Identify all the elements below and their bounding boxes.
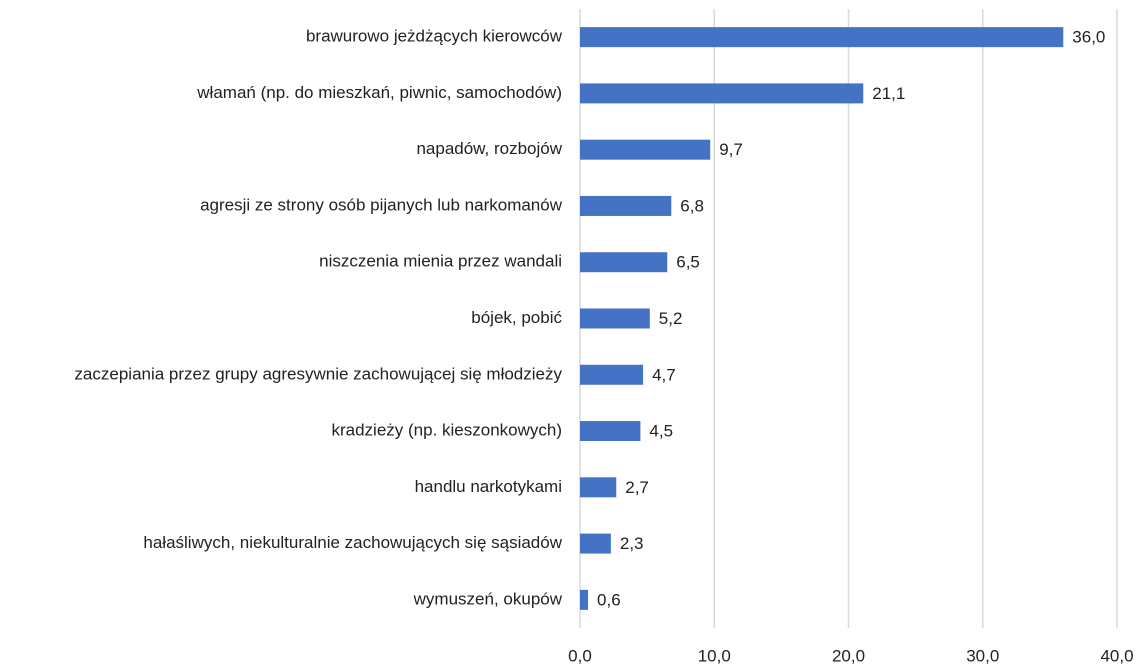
bar: [580, 421, 641, 442]
bar: [580, 477, 617, 498]
y-tick-label: handlu narkotykami: [415, 477, 562, 496]
value-label: 9,7: [719, 140, 743, 159]
bar: [580, 83, 864, 104]
value-label: 6,8: [680, 196, 704, 215]
x-tick-label: 10,0: [698, 646, 731, 665]
y-tick-label: niszczenia mienia przez wandali: [319, 252, 562, 271]
bar: [580, 27, 1064, 48]
x-tick-label: 30,0: [966, 646, 999, 665]
y-tick-label: napadów, rozbojów: [416, 139, 562, 158]
value-label: 5,2: [659, 309, 683, 328]
y-tick-label: kradzieży (np. kieszonkowych): [331, 421, 562, 440]
bar: [580, 139, 711, 160]
value-label: 21,1: [872, 84, 905, 103]
bar: [580, 195, 672, 216]
y-tick-label: zaczepiania przez grupy agresywnie zacho…: [74, 364, 562, 383]
bar: [580, 308, 650, 329]
value-label: 6,5: [676, 253, 700, 272]
y-tick-label: agresji ze strony osób pijanych lub nark…: [200, 195, 563, 214]
value-label: 4,5: [649, 422, 673, 441]
value-label: 0,6: [597, 590, 621, 609]
x-tick-label: 0,0: [568, 646, 592, 665]
y-tick-label: brawurowo jeżdżących kierowców: [306, 27, 563, 46]
bar: [580, 589, 589, 610]
x-tick-label: 40,0: [1100, 646, 1133, 665]
bar: [580, 533, 611, 554]
bar: [580, 252, 668, 273]
value-label: 2,7: [625, 478, 649, 497]
bar: [580, 364, 644, 385]
x-tick-label: 20,0: [832, 646, 865, 665]
value-label: 2,3: [620, 534, 644, 553]
y-tick-label: bójek, pobić: [471, 308, 562, 327]
value-label: 4,7: [652, 365, 676, 384]
y-tick-label: włamań (np. do mieszkań, piwnic, samocho…: [196, 83, 562, 102]
value-label: 36,0: [1072, 28, 1105, 47]
y-tick-label: wymuszeń, okupów: [413, 589, 563, 608]
y-tick-label: hałaśliwych, niekulturalnie zachowującyc…: [143, 533, 562, 552]
